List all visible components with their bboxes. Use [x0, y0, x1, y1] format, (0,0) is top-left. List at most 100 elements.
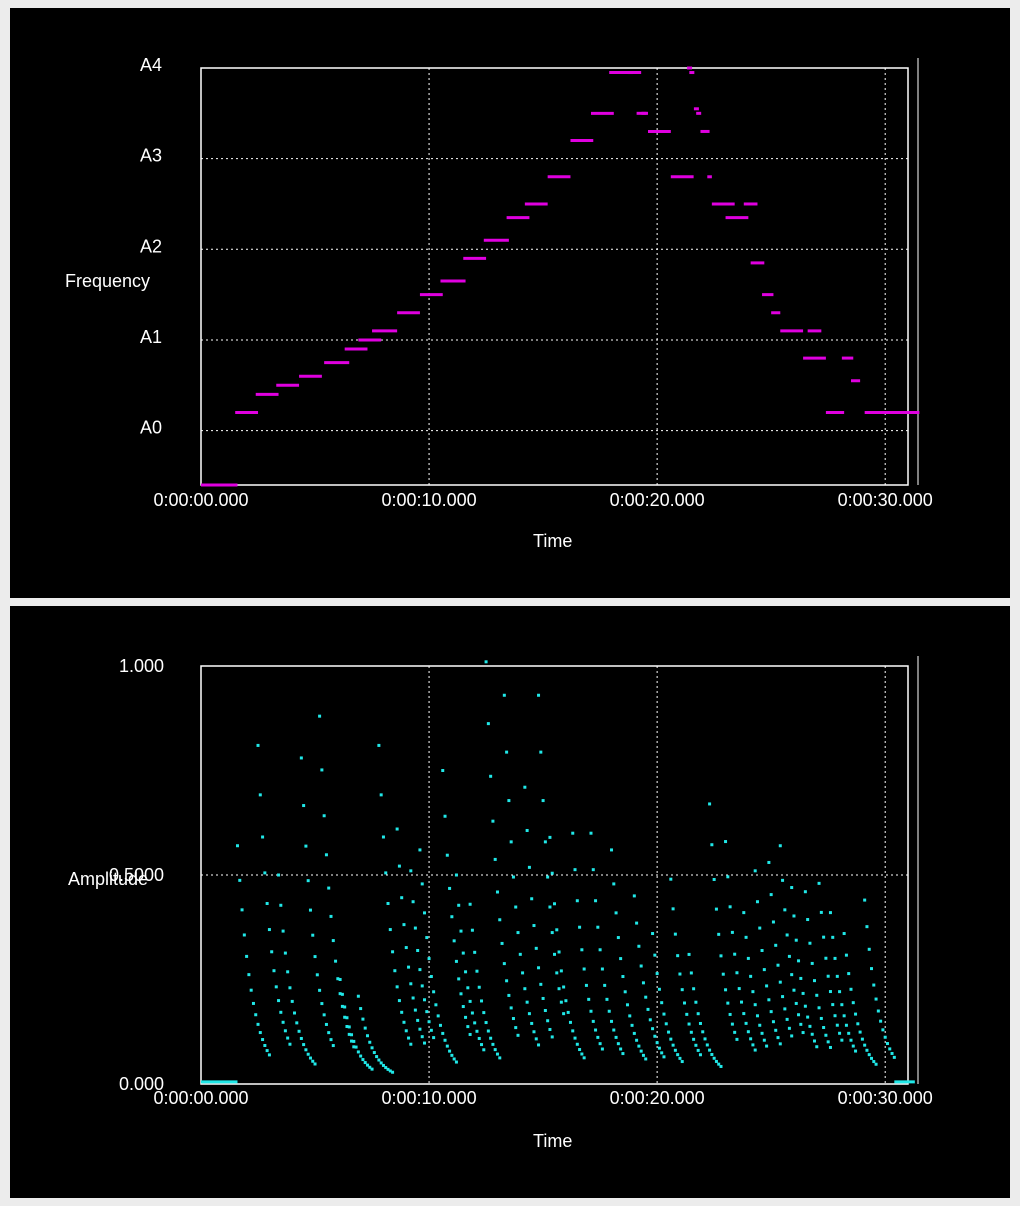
- frequency-chart: A0 A1 A2 A3 A4 0:00:00.000 0:00:10.000 0:00:20.…: [65, 55, 933, 551]
- amplitude-point: [251, 1001, 255, 1005]
- amplitude-point: [612, 882, 616, 886]
- x-tick-label: 0:00:00.000: [153, 1088, 248, 1108]
- amplitude-axis-label: Amplitude: [68, 869, 148, 889]
- amplitude-point: [785, 933, 789, 937]
- amplitude-point: [667, 1030, 671, 1034]
- amplitude-point: [591, 1019, 595, 1023]
- amplitude-point: [525, 828, 529, 832]
- amplitude-point: [322, 814, 326, 818]
- amplitude-point: [381, 835, 385, 839]
- amplitude-point: [391, 1070, 395, 1074]
- amplitude-point: [776, 1036, 780, 1040]
- amplitude-point: [537, 1043, 541, 1047]
- amplitude-point: [518, 952, 522, 956]
- amplitude-point: [778, 1042, 782, 1046]
- amplitude-point: [680, 988, 684, 992]
- amplitude-point: [441, 1031, 445, 1035]
- amplitude-point: [662, 1012, 666, 1016]
- amplitude-point: [482, 1048, 486, 1052]
- amplitude-point: [505, 750, 509, 754]
- amplitude-point: [475, 1029, 479, 1033]
- amplitude-point: [831, 1003, 835, 1007]
- amplitude-point: [359, 1007, 363, 1011]
- amplitude-point: [484, 660, 488, 664]
- amplitude-point: [409, 982, 413, 986]
- amplitude-point: [359, 1054, 363, 1058]
- amplitude-point: [803, 890, 807, 894]
- x-tick-label: 0:00:30.000: [838, 1088, 933, 1108]
- amplitude-point: [863, 1043, 867, 1047]
- amplitude-point: [372, 1051, 376, 1055]
- amplitude-point: [343, 1015, 347, 1019]
- amplitude-point: [783, 908, 787, 912]
- amplitude-point: [445, 853, 449, 857]
- amplitude-point: [635, 1038, 639, 1042]
- amplitude-point: [441, 769, 445, 772]
- amplitude-point: [623, 990, 627, 994]
- amplitude-point: [557, 987, 561, 991]
- amplitude-point: [516, 931, 520, 935]
- amplitude-point: [377, 1058, 381, 1062]
- amplitude-point: [582, 1056, 586, 1060]
- amplitude-point: [769, 1010, 773, 1014]
- amplitude-point: [546, 875, 550, 879]
- amplitude-point: [416, 1018, 420, 1022]
- amplitude-point: [662, 1055, 666, 1059]
- amplitude-point: [856, 1022, 860, 1026]
- amplitude-point: [475, 969, 479, 973]
- amplitude-point: [870, 967, 874, 971]
- amplitude-point: [840, 1003, 844, 1007]
- amplitude-point: [714, 1059, 718, 1063]
- y-tick-label: A0: [140, 418, 162, 438]
- amplitude-point: [318, 988, 322, 992]
- amplitude-point: [746, 956, 750, 960]
- amplitude-point: [657, 987, 661, 991]
- y-tick-label: A4: [140, 55, 162, 75]
- amplitude-point: [363, 1026, 367, 1030]
- y-tick-label: A2: [140, 236, 162, 256]
- x-tick-label: 0:00:20.000: [610, 1088, 705, 1108]
- amplitude-point: [495, 890, 499, 894]
- amplitude-point: [758, 1023, 762, 1027]
- amplitude-point: [826, 974, 830, 978]
- amplitude-point: [368, 1040, 372, 1044]
- amplitude-point: [817, 881, 821, 885]
- amplitude-point: [365, 1034, 369, 1038]
- amplitude-point: [443, 814, 447, 818]
- amplitude-point: [413, 926, 417, 930]
- amplitude-point: [797, 1013, 801, 1017]
- amplitude-point: [473, 950, 477, 954]
- amplitude-point: [876, 1009, 880, 1013]
- amplitude-point: [721, 972, 725, 976]
- amplitude-point: [397, 999, 401, 1003]
- amplitude-point: [397, 864, 401, 868]
- amplitude-point: [498, 1056, 502, 1060]
- amplitude-point: [347, 1025, 351, 1029]
- amplitude-point: [299, 1036, 303, 1040]
- amplitude-point: [548, 1027, 552, 1031]
- amplitude-point: [874, 997, 878, 1001]
- amplitude-point: [564, 999, 568, 1003]
- amplitude-point: [425, 936, 429, 940]
- amplitude-point: [810, 1032, 814, 1036]
- amplitude-point: [343, 1005, 347, 1009]
- frequency-chart-panel: A0 A1 A2 A3 A4 0:00:00.000 0:00:10.000 0:00:20.…: [10, 8, 1010, 598]
- amplitude-point: [828, 1045, 832, 1049]
- amplitude-point: [641, 981, 645, 985]
- amplitude-point: [416, 948, 420, 952]
- amplitude-point: [742, 911, 746, 915]
- amplitude-point: [698, 1021, 702, 1025]
- amplitude-point: [630, 1023, 634, 1027]
- y-tick-label: A1: [140, 327, 162, 347]
- amplitude-point: [299, 756, 303, 760]
- amplitude-point: [639, 1049, 643, 1053]
- amplitude-point: [735, 1037, 739, 1041]
- amplitude-point: [792, 988, 796, 992]
- amplitude-point: [600, 1047, 604, 1051]
- amplitude-point: [641, 1053, 645, 1057]
- amplitude-point: [418, 1027, 422, 1031]
- amplitude-point: [628, 1014, 632, 1018]
- amplitude-point: [676, 954, 680, 958]
- amplitude-point: [272, 969, 276, 973]
- amplitude-point: [555, 971, 559, 975]
